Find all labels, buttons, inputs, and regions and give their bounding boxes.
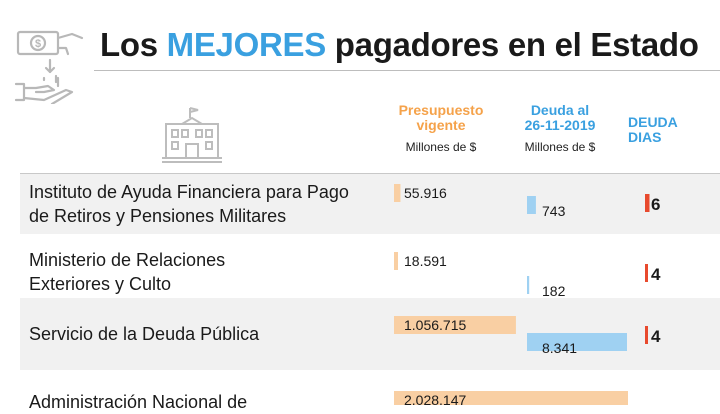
government-building-icon (162, 107, 222, 163)
row-label: Ministerio de Relaciones Exteriores y Cu… (29, 250, 226, 294)
money-hand-icon: $ (14, 30, 84, 104)
row-label: Instituto de Ayuda Financiera para Pago … (29, 182, 349, 226)
title-highlight: MEJORES (166, 26, 327, 63)
presupuesto-unit: Millones de $ (405, 140, 477, 154)
table-row: Instituto de Ayuda Financiera para Pago … (20, 174, 720, 234)
dias-header: DEUDA DIAS (628, 114, 678, 145)
table-row: Servicio de la Deuda Pública (20, 298, 720, 370)
row-label: Servicio de la Deuda Pública (29, 324, 260, 344)
table-row: Administración Nacional de (20, 370, 720, 412)
title-divider (94, 70, 720, 71)
row-label: Administración Nacional de (29, 392, 248, 412)
svg-text:$: $ (35, 38, 41, 50)
deuda-unit: Millones de $ (524, 140, 596, 154)
presupuesto-header: Presupuesto vigente (398, 102, 484, 133)
page-title: Los MEJORES pagadores en el Estado (100, 26, 699, 63)
header: $ Los MEJORES pagadores en el Estado (0, 0, 720, 104)
deuda-header: Deuda al 26-11-2019 (524, 102, 596, 133)
table-row: Ministerio de Relaciones Exteriores y Cu… (20, 234, 720, 298)
header-divider (20, 173, 720, 174)
